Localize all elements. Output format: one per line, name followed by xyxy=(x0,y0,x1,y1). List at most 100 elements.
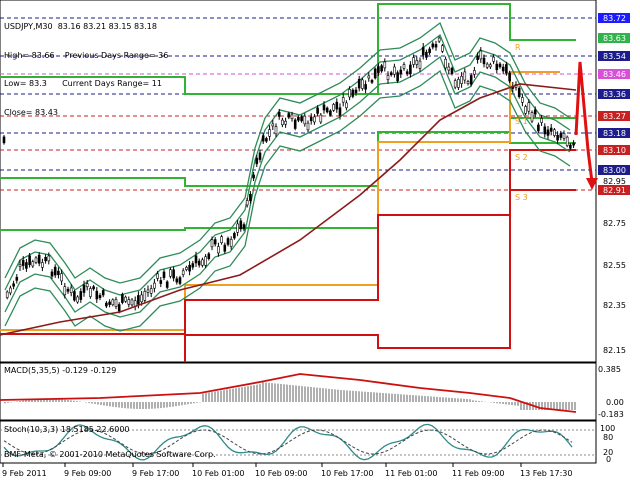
candle-body xyxy=(45,257,47,261)
macd-bar xyxy=(478,401,480,402)
candle-body xyxy=(259,153,261,160)
candle-body xyxy=(566,137,568,146)
macd-bar xyxy=(154,402,156,409)
macd-bar xyxy=(301,386,303,402)
macd-bar xyxy=(445,398,447,403)
macd-bar xyxy=(400,394,402,402)
candle-body xyxy=(569,145,571,148)
macd-bar xyxy=(256,385,258,402)
candle-body xyxy=(393,67,395,74)
candle-body xyxy=(41,263,43,268)
candle-body xyxy=(64,287,66,295)
macd-bar xyxy=(427,396,429,402)
candle-body xyxy=(534,110,536,114)
macd-bar xyxy=(16,401,18,402)
candle-body xyxy=(99,295,101,297)
candle-body xyxy=(73,291,75,300)
macd-bar xyxy=(133,402,135,409)
candle-body xyxy=(294,120,296,129)
candle-body xyxy=(153,283,155,288)
macd-bar xyxy=(202,394,204,402)
macd-bar xyxy=(211,392,213,402)
candle-body xyxy=(89,288,91,296)
candle-body xyxy=(371,80,373,82)
candle-body xyxy=(445,59,447,68)
candle-body xyxy=(377,67,379,73)
macd-bar xyxy=(319,388,321,402)
candle-body xyxy=(464,72,466,80)
macd-bar xyxy=(70,400,72,402)
candle-body xyxy=(285,121,287,124)
macd-bar xyxy=(229,389,231,402)
macd-bar xyxy=(19,401,21,402)
candle-body xyxy=(141,295,143,302)
candle-body xyxy=(195,256,197,263)
macd-bar xyxy=(499,402,501,404)
macd-bar xyxy=(397,394,399,402)
candle-body xyxy=(297,117,299,120)
candle-body xyxy=(342,97,344,102)
candle-body xyxy=(38,255,40,263)
macd-bar xyxy=(502,402,504,404)
candle-body xyxy=(461,76,463,83)
candle-body xyxy=(144,291,146,300)
macd-bar xyxy=(529,402,531,410)
macd-bar xyxy=(379,393,381,402)
macd-scale-zero: 0.00 xyxy=(606,398,624,407)
candle-body xyxy=(345,103,347,108)
candle-body xyxy=(310,117,312,121)
candle-body xyxy=(409,65,411,74)
macd-bar xyxy=(247,386,249,402)
candle-body xyxy=(374,69,376,78)
macd-bar xyxy=(310,387,312,402)
macd-bar xyxy=(217,391,219,402)
candle-body xyxy=(489,65,491,67)
macd-bar xyxy=(382,393,384,402)
candle-body xyxy=(454,81,456,88)
candle-body xyxy=(3,137,5,143)
macd-bar xyxy=(367,392,369,402)
price-label: 83.00 xyxy=(603,166,626,175)
macd-bar xyxy=(157,402,159,408)
candle-body xyxy=(205,257,207,266)
price-label: 82.75 xyxy=(603,219,626,228)
candle-body xyxy=(221,237,223,243)
candle-body xyxy=(253,175,255,178)
candle-body xyxy=(448,67,450,70)
candle-body xyxy=(16,277,18,280)
candle-body xyxy=(413,58,415,65)
pivot-label-r: R xyxy=(515,43,521,52)
candle-body xyxy=(419,61,421,68)
candle-body xyxy=(358,79,360,88)
macd-bar xyxy=(307,387,309,402)
macd-bar xyxy=(142,402,144,409)
macd-bar xyxy=(430,396,432,402)
candle-body xyxy=(48,256,50,261)
macd-bar xyxy=(136,402,138,409)
macd-bar xyxy=(73,401,75,402)
candle-body xyxy=(105,303,107,306)
candle-body xyxy=(473,70,475,74)
candle-body xyxy=(531,113,533,122)
macd-bar xyxy=(304,386,306,402)
macd-bar xyxy=(25,400,27,402)
price-label: 83.36 xyxy=(603,90,626,99)
info-low-range: Low= 83.3 Current Days Range= 11 xyxy=(4,79,168,89)
candle-body xyxy=(57,271,59,275)
macd-bar xyxy=(463,399,465,402)
macd-bar xyxy=(295,386,297,403)
macd-bar xyxy=(493,402,495,403)
candle-body xyxy=(441,46,443,52)
macd-bar xyxy=(418,396,420,402)
macd-bar xyxy=(466,399,468,402)
macd-bar xyxy=(277,384,279,402)
macd-bar xyxy=(241,387,243,402)
price-label: 83.10 xyxy=(603,146,626,155)
macd-bar xyxy=(232,389,234,402)
candle-body xyxy=(281,120,283,125)
macd-bar xyxy=(562,402,564,410)
macd-bar xyxy=(448,398,450,402)
candle-body xyxy=(115,299,117,306)
candle-body xyxy=(307,123,309,130)
candle-body xyxy=(217,247,219,253)
